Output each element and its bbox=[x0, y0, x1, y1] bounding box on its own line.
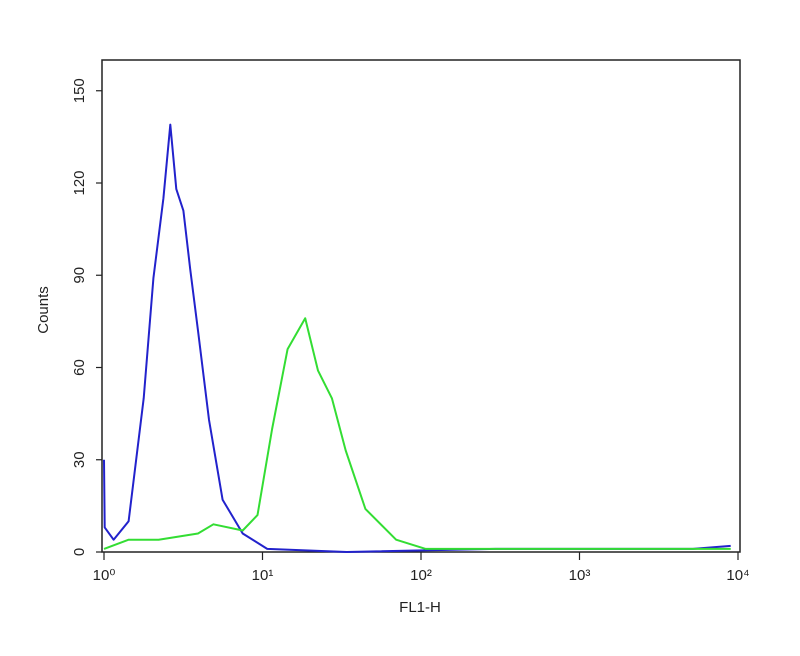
x-tick-label: 10¹ bbox=[252, 567, 274, 584]
x-tick-label: 10⁰ bbox=[93, 567, 116, 584]
x-tick-label: 10³ bbox=[569, 567, 591, 584]
plot-frame bbox=[101, 59, 741, 553]
y-tick-label: 60 bbox=[71, 359, 88, 376]
y-tick-label: 30 bbox=[71, 451, 88, 468]
y-tick-label: 150 bbox=[71, 78, 88, 103]
x-tick-label: 10⁴ bbox=[726, 567, 749, 584]
y-tick-label: 90 bbox=[71, 267, 88, 284]
y-tick-label: 0 bbox=[71, 548, 88, 556]
y-tick-label: 120 bbox=[71, 170, 88, 195]
y-axis-label: Counts bbox=[35, 286, 52, 334]
x-axis-label: FL1-H bbox=[399, 599, 441, 616]
x-tick-label: 10² bbox=[410, 567, 432, 584]
histogram-line bbox=[103, 123, 731, 553]
histogram-line bbox=[103, 317, 731, 550]
